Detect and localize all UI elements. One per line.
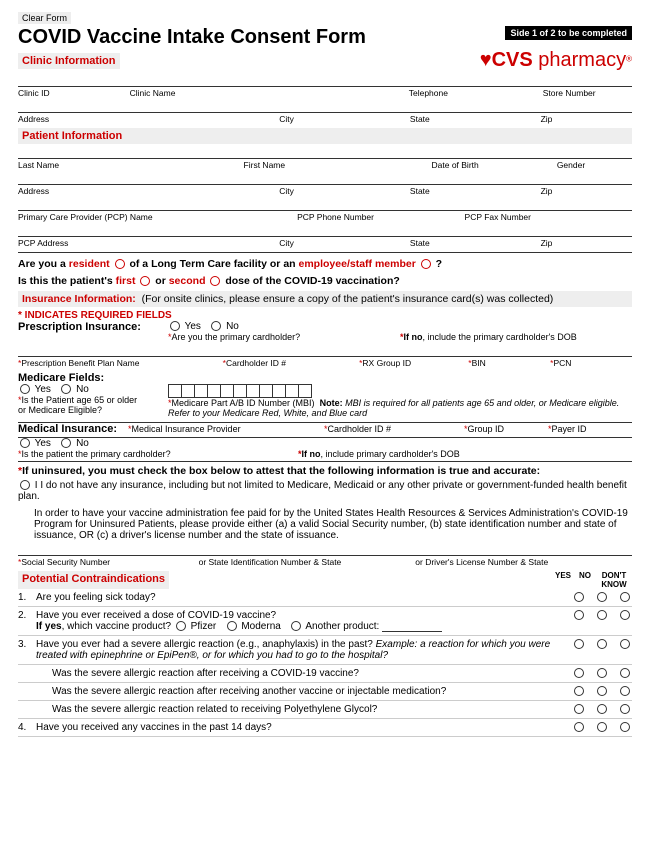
pcp-addr-field[interactable]: PCP Address (18, 237, 279, 248)
heart-icon: ♥ (480, 49, 492, 71)
q3-no[interactable] (597, 639, 607, 649)
dob-field[interactable]: Date of Birth (432, 159, 557, 170)
q4-no[interactable] (597, 722, 607, 732)
clinic-info-header: Clinic Information (18, 53, 120, 69)
patient-state-field[interactable]: State (410, 185, 541, 196)
q2-dk[interactable] (620, 610, 630, 620)
patient-info-header: Patient Information (18, 128, 632, 144)
pcp-city-field[interactable]: City (279, 237, 410, 248)
med-no-radio[interactable] (61, 438, 71, 448)
q3-yes[interactable] (574, 639, 584, 649)
q3b-no[interactable] (597, 686, 607, 696)
dose-question: Is this the patient's first or second do… (18, 275, 632, 287)
clinic-state-field[interactable]: State (410, 113, 541, 124)
med-group-field[interactable]: Group ID (468, 424, 505, 434)
med-payer-field[interactable]: Payer ID (552, 424, 587, 434)
q4-dk[interactable] (620, 722, 630, 732)
rx-primary-q: Are you the primary cardholder? (172, 332, 301, 342)
second-dose-radio[interactable] (210, 276, 220, 286)
q3a-dk[interactable] (620, 668, 630, 678)
mbi-boxes[interactable] (168, 384, 312, 398)
q1-dk[interactable] (620, 592, 630, 602)
rx-cardholder-field[interactable]: *Cardholder ID # (223, 357, 359, 368)
clear-form-button[interactable]: Clear Form (18, 12, 71, 24)
q3a-no[interactable] (597, 668, 607, 678)
page-title: COVID Vaccine Intake Consent Form (18, 26, 366, 49)
gender-field[interactable]: Gender (557, 159, 632, 170)
clinic-addr-field[interactable]: Address (18, 113, 279, 124)
rx-no-radio[interactable] (211, 321, 221, 331)
med-yes-radio[interactable] (20, 438, 30, 448)
pcp-fax-field[interactable]: PCP Fax Number (465, 211, 632, 222)
patient-addr-field[interactable]: Address (18, 185, 279, 196)
clinic-city-field[interactable]: City (279, 113, 410, 124)
q3b-dk[interactable] (620, 686, 630, 696)
insurance-header: Insurance Information: (For onsite clini… (18, 291, 632, 307)
patient-city-field[interactable]: City (279, 185, 410, 196)
med-cardholder-field[interactable]: Cardholder ID # (328, 424, 392, 434)
q3-dk[interactable] (620, 639, 630, 649)
contra-q3a: Was the severe allergic reaction after r… (36, 668, 572, 679)
q3a-yes[interactable] (574, 668, 584, 678)
med-primary-q: Is the patient the primary cardholder? (22, 449, 171, 459)
first-name-field[interactable]: First Name (244, 159, 432, 170)
state-id-field[interactable]: or State Identification Number & State (199, 556, 416, 567)
employee-radio[interactable] (421, 259, 431, 269)
cvs-logo: ♥CVS pharmacy® (480, 49, 632, 72)
clinic-store-field[interactable]: Store Number (543, 87, 632, 98)
medicare-no-radio[interactable] (61, 384, 71, 394)
q2-yes[interactable] (574, 610, 584, 620)
contra-q3b: Was the severe allergic reaction after r… (36, 686, 572, 697)
rx-group-field[interactable]: *RX Group ID (359, 357, 468, 368)
uninsured-attest-text: I I do not have any insurance, including… (18, 480, 627, 502)
pcp-phone-field[interactable]: PCP Phone Number (297, 211, 464, 222)
side-tag: Side 1 of 2 to be completed (505, 26, 632, 40)
q3c-no[interactable] (597, 704, 607, 714)
q3b-yes[interactable] (574, 686, 584, 696)
required-fields-note: * INDICATES REQUIRED FIELDS (18, 310, 632, 321)
contra-q3c: Was the severe allergic reaction related… (36, 704, 572, 715)
medicare-header: Medicare Fields: (18, 372, 632, 384)
contra-q4: Have you received any vaccines in the pa… (36, 722, 572, 733)
contra-q1: Are you feeling sick today? (36, 592, 572, 603)
clinic-name-field[interactable]: Clinic Name (130, 87, 409, 98)
q4-yes[interactable] (574, 722, 584, 732)
q3c-dk[interactable] (620, 704, 630, 714)
med-provider-field[interactable]: Medical Insurance Provider (132, 424, 241, 434)
uninsured-note: In order to have your vaccine administra… (18, 508, 632, 541)
clinic-tel-field[interactable]: Telephone (409, 87, 543, 98)
rx-pcn-field[interactable]: *PCN (550, 357, 632, 368)
patient-zip-field[interactable]: Zip (541, 185, 632, 196)
rx-insurance-label: Prescription Insurance: (18, 321, 168, 333)
rx-yes-radio[interactable] (170, 321, 180, 331)
dl-field[interactable]: or Driver's License Number & State (415, 556, 632, 567)
q1-no[interactable] (597, 592, 607, 602)
pcp-name-field[interactable]: Primary Care Provider (PCP) Name (18, 211, 297, 222)
moderna-radio[interactable] (227, 621, 237, 631)
pcp-zip-field[interactable]: Zip (541, 237, 632, 248)
contra-header: Potential Contraindications (18, 571, 169, 589)
uninsured-header: *If uninsured, you must check the box be… (18, 465, 632, 477)
first-dose-radio[interactable] (140, 276, 150, 286)
resident-question: Are you a resident of a Long Term Care f… (18, 258, 632, 270)
uninsured-attest-radio[interactable] (20, 480, 30, 490)
medicare-yes-radio[interactable] (20, 384, 30, 394)
contra-q3: Have you ever had a severe allergic reac… (36, 639, 572, 661)
other-product-field[interactable] (382, 622, 442, 632)
pfizer-radio[interactable] (176, 621, 186, 631)
q3c-yes[interactable] (574, 704, 584, 714)
contra-q2: Have you ever received a dose of COVID-1… (36, 610, 572, 632)
rx-plan-field[interactable]: *Prescription Benefit Plan Name (18, 357, 223, 368)
clinic-id-field[interactable]: Clinic ID (18, 87, 130, 98)
clinic-zip-field[interactable]: Zip (541, 113, 632, 124)
rx-bin-field[interactable]: *BIN (468, 357, 550, 368)
other-radio[interactable] (291, 621, 301, 631)
q2-no[interactable] (597, 610, 607, 620)
pcp-state-field[interactable]: State (410, 237, 541, 248)
ssn-field[interactable]: *Social Security Number (18, 556, 199, 567)
medical-header: Medical Insurance: (18, 423, 128, 435)
last-name-field[interactable]: Last Name (18, 159, 244, 170)
resident-radio[interactable] (115, 259, 125, 269)
q1-yes[interactable] (574, 592, 584, 602)
